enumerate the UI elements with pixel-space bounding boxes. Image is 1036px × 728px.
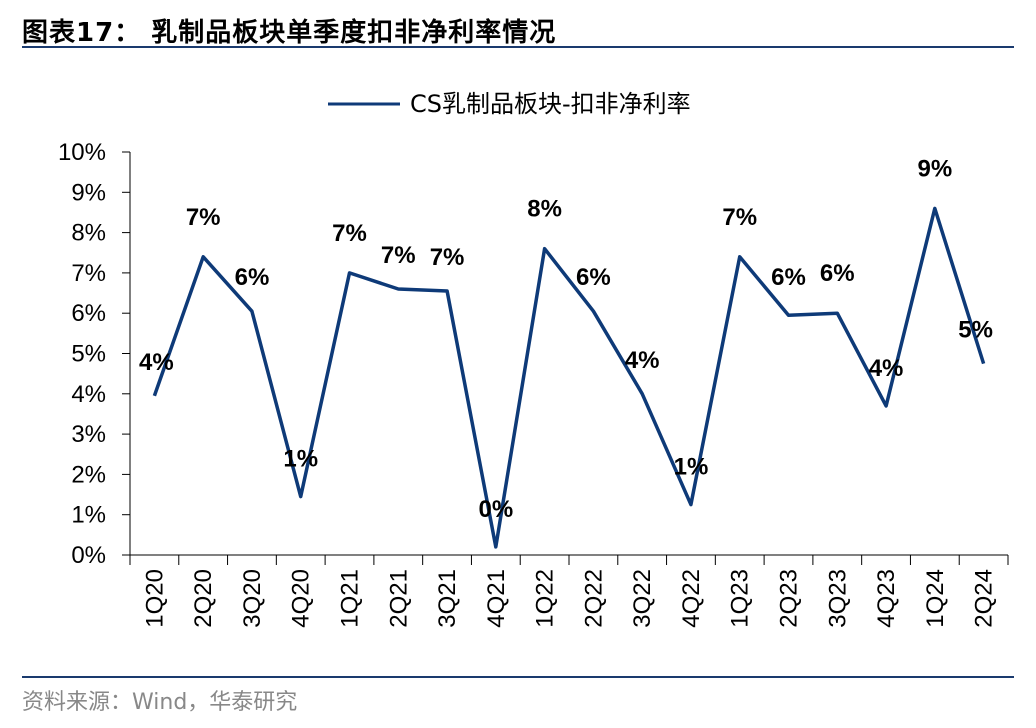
x-tick-label: 1Q24	[922, 569, 949, 628]
y-tick-label: 6%	[71, 300, 106, 327]
data-label: 5%	[958, 317, 993, 344]
y-tick-label: 2%	[71, 461, 106, 488]
data-labels: 4% 7% 6% 1% 7% 7% 7% 0% 8% 6% 4% 1% 7% 6% 6% 4% 9% 5%	[139, 155, 993, 523]
y-tick-label: 10%	[58, 139, 106, 166]
y-tick-label: 4%	[71, 381, 106, 408]
x-tick-label: 2Q21	[385, 569, 412, 628]
data-label: 8%	[527, 196, 562, 223]
x-tick-label: 4Q22	[678, 569, 705, 628]
figure-title: 图表17： 乳制品板块单季度扣非净利率情况	[22, 18, 557, 48]
data-label: 1%	[674, 454, 709, 481]
x-tick-label: 1Q21	[337, 569, 364, 628]
title-rule	[22, 46, 1014, 48]
x-tick-label: 2Q22	[580, 569, 607, 628]
source-note: 资料来源：Wind，华泰研究	[22, 690, 298, 715]
y-tick-label: 5%	[71, 341, 106, 368]
y-axis: 0% 1% 2% 3% 4% 5% 6% 7% 8% 9% 10%	[58, 139, 131, 569]
x-tick-label: 4Q20	[288, 569, 315, 628]
data-label: 4%	[139, 349, 174, 376]
series-layer	[152, 206, 986, 549]
x-tick-label: 4Q21	[483, 569, 510, 628]
legend: CS乳制品板块-扣非净利率	[328, 90, 691, 118]
series-line	[152, 206, 986, 549]
x-tick-label: 3Q20	[239, 569, 266, 628]
data-label: 7%	[430, 244, 465, 271]
data-label: 6%	[576, 264, 611, 291]
source-rule	[22, 676, 1014, 678]
x-tick-label: 3Q21	[434, 569, 461, 628]
x-tick-label: 2Q20	[190, 569, 217, 628]
y-tick-label: 8%	[71, 220, 106, 247]
data-label: 6%	[820, 260, 855, 287]
data-label: 7%	[381, 242, 416, 269]
x-tick-label: 2Q23	[776, 569, 803, 628]
legend-label: CS乳制品板块-扣非净利率	[410, 90, 691, 118]
y-tick-label: 3%	[71, 421, 106, 448]
data-label: 0%	[478, 496, 513, 523]
x-tick-label: 1Q23	[727, 569, 754, 628]
data-label: 4%	[625, 347, 660, 374]
x-tick-label: 2Q24	[971, 569, 998, 628]
data-label: 1%	[283, 446, 318, 473]
data-label: 7%	[186, 204, 221, 231]
x-axis: 1Q20 2Q20 3Q20 4Q20 1Q21 2Q21 3Q21 4Q21 1Q22 2Q22…	[129, 554, 1009, 628]
data-label: 7%	[722, 204, 757, 231]
data-label: 6%	[235, 264, 270, 291]
y-tick-label: 1%	[71, 502, 106, 529]
data-label: 9%	[917, 155, 952, 182]
data-label: 7%	[332, 220, 367, 247]
x-tick-label: 1Q20	[141, 569, 168, 628]
x-tick-label: 4Q23	[873, 569, 900, 628]
x-tick-label: 1Q22	[532, 569, 559, 628]
y-tick-label: 9%	[71, 179, 106, 206]
data-label: 4%	[869, 355, 904, 382]
y-tick-label: 0%	[71, 542, 106, 569]
y-tick-label: 7%	[71, 260, 106, 287]
x-tick-label: 3Q22	[629, 569, 656, 628]
x-tick-label: 3Q23	[824, 569, 851, 628]
data-label: 6%	[771, 264, 806, 291]
